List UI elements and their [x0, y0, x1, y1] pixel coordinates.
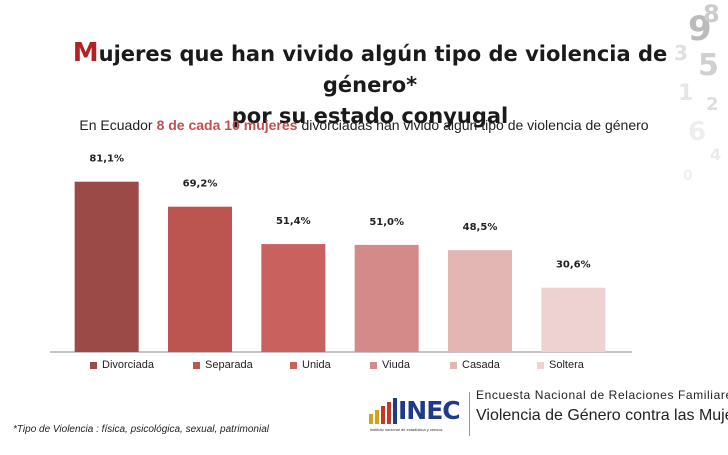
- survey-name-line-2: Violencia de Género contra las Mujeres: [476, 407, 728, 424]
- title-line-2: por su estado conyugal: [231, 104, 509, 128]
- legend-item-viuda: Viuda: [370, 359, 410, 371]
- chart-legend: Divorciada Separada Unida Viuda Casada Solter…: [90, 359, 610, 373]
- survey-name-line-1: Encuesta Nacional de Relaciones Familiar…: [476, 388, 728, 402]
- svg-text:6: 6: [688, 117, 706, 147]
- decorative-numbers-graphic: 9 8 3 5 1 2 6 4 0: [674, 0, 721, 184]
- legend-label: Soltera: [549, 359, 584, 371]
- chart-title: Mujeres que han vivido algún tipo de vio…: [30, 38, 710, 132]
- legend-swatch: [90, 361, 97, 369]
- bar-soltera: [541, 287, 606, 352]
- svg-text:2: 2: [706, 94, 719, 115]
- subtitle-suffix: divorciadas han vivido algún tipo de vio…: [301, 117, 649, 133]
- legend-label: Viuda: [382, 359, 410, 371]
- legend-swatch: [193, 361, 200, 369]
- bar-separada: [168, 206, 232, 352]
- data-label-separada: 69,2%: [183, 179, 218, 190]
- data-label-divorciada: 81,1%: [89, 154, 124, 165]
- bar-viuda: [354, 244, 419, 352]
- inec-logo: INEC: [398, 396, 461, 425]
- title-line-1-text: ujeres que han vivido algún tipo de viol…: [98, 42, 668, 97]
- bar-casada: [448, 250, 512, 352]
- bar-divorciada: [74, 181, 139, 352]
- legend-item-casada: Casada: [450, 359, 500, 371]
- data-label-soltera: 30,6%: [556, 260, 591, 271]
- data-label-unida: 51,4%: [276, 216, 311, 227]
- svg-text:1: 1: [678, 81, 693, 106]
- logo-divider: [469, 392, 470, 436]
- legend-swatch: [290, 361, 297, 369]
- legend-label: Unida: [302, 359, 331, 371]
- inec-logo-bars-icon: [369, 398, 397, 424]
- legend-item-unida: Unida: [290, 359, 331, 371]
- subtitle-prefix: En Ecuador: [79, 117, 153, 133]
- subtitle-highlight: 8 de cada 10 mujeres: [156, 117, 298, 133]
- title-line-1: Mujeres que han vivido algún tipo de vio…: [30, 38, 710, 101]
- legend-swatch: [370, 361, 377, 369]
- legend-label: Separada: [205, 359, 253, 371]
- legend-item-soltera: Soltera: [537, 359, 584, 371]
- svg-text:9: 9: [688, 9, 712, 49]
- svg-text:5: 5: [698, 48, 719, 83]
- title-first-letter: M: [72, 38, 99, 68]
- legend-swatch: [450, 361, 457, 369]
- inec-logo-caption: instituto nacional de estadística y cens…: [370, 427, 443, 432]
- bar-unida: [261, 244, 326, 352]
- svg-text:0: 0: [683, 168, 693, 184]
- legend-item-separada: Separada: [193, 359, 253, 371]
- legend-label: Divorciada: [102, 359, 154, 371]
- footnote: *Tipo de Violencia : física, psicológica…: [13, 424, 269, 435]
- svg-text:3: 3: [674, 41, 688, 65]
- legend-label: Casada: [462, 359, 500, 371]
- svg-text:4: 4: [710, 145, 721, 164]
- legend-item-divorciada: Divorciada: [90, 359, 154, 371]
- legend-swatch: [537, 361, 544, 369]
- svg-text:8: 8: [703, 0, 720, 28]
- chart-subtitle: En Ecuador 8 de cada 10 mujeres divorciada…: [0, 117, 728, 133]
- data-label-casada: 48,5%: [463, 222, 498, 233]
- data-label-viuda: 51,0%: [369, 217, 404, 228]
